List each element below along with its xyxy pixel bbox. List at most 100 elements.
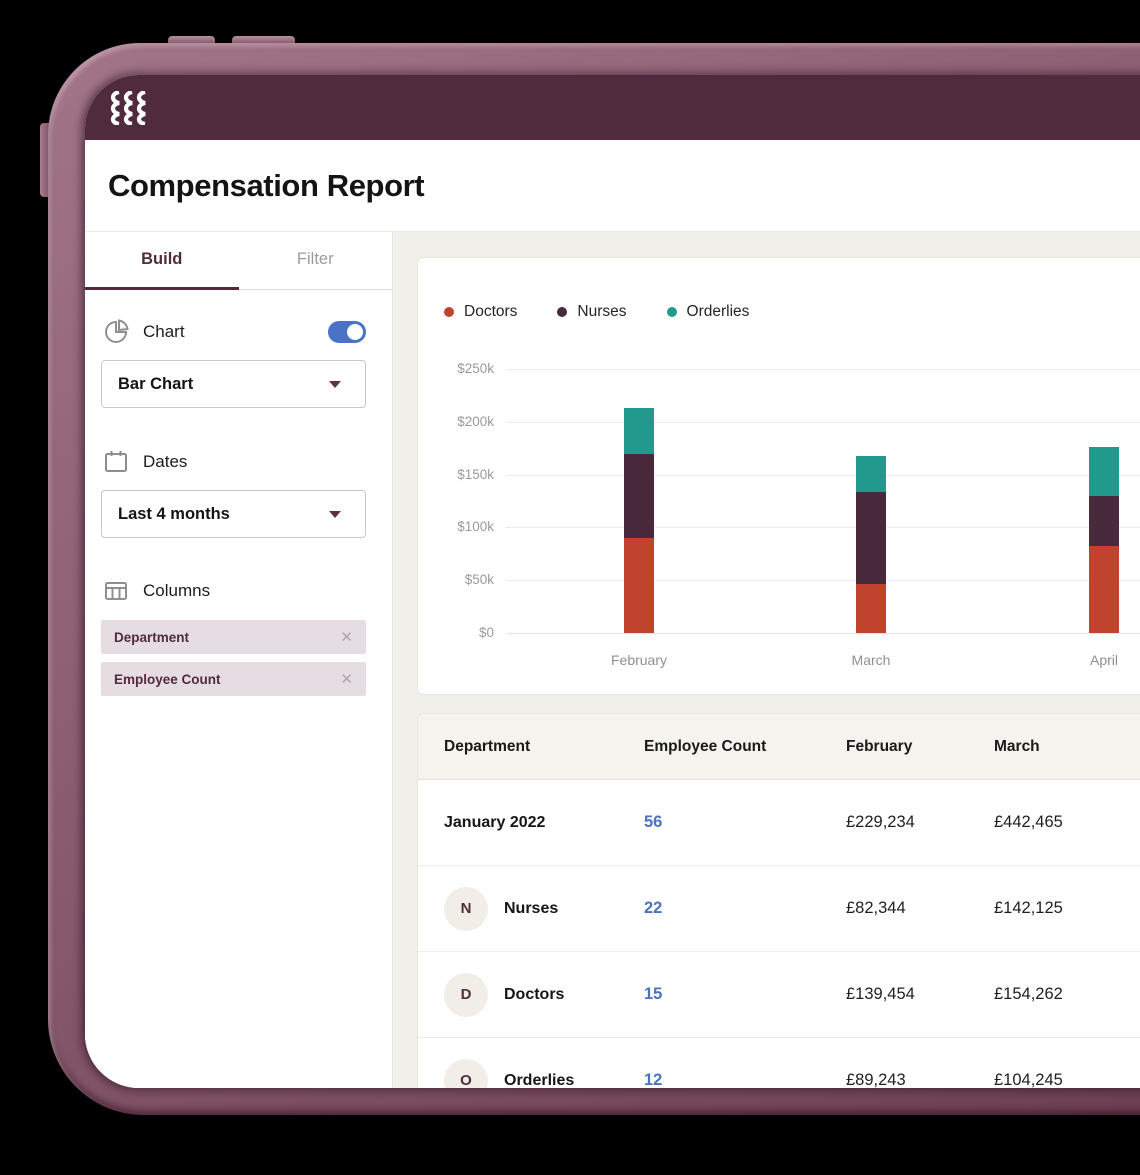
period-label: January 2022 <box>444 813 546 831</box>
columns-section-row: Columns <box>103 578 366 604</box>
x-axis-label: February <box>610 652 668 668</box>
x-axis-label: April <box>1089 652 1119 668</box>
dates-select[interactable]: Last 4 months <box>101 490 366 538</box>
march-value: £104,245 <box>994 1071 1063 1088</box>
orderlies-dot-icon <box>666 307 677 317</box>
y-axis-tick: $0 <box>478 625 494 640</box>
device-top-button-2 <box>232 36 295 45</box>
chart-section-row: Chart <box>103 319 366 345</box>
y-axis-tick: $50k <box>464 572 494 587</box>
dates-value: Last 4 months <box>118 504 230 523</box>
content: Build Filter Chart <box>85 232 1140 1088</box>
tab-build[interactable]: Build <box>85 232 239 290</box>
february-value: £139,454 <box>846 985 915 1003</box>
device-top-button-1 <box>168 36 215 45</box>
doctors-bar-segment <box>856 584 886 633</box>
bar-march <box>856 455 886 633</box>
table-header-row: Department Employee Count February March <box>418 714 1140 780</box>
report-table: Department Employee Count February March… <box>417 713 1140 1088</box>
page-title: Compensation Report <box>108 167 425 203</box>
x-axis-label: March <box>851 652 891 668</box>
main-panel: Doctors Nurses Orderlies <box>393 232 1140 1088</box>
march-value: £142,125 <box>994 899 1063 917</box>
toggle-knob <box>347 324 363 340</box>
chart-type-value: Bar Chart <box>118 374 194 393</box>
orderlies-bar-segment <box>1089 447 1119 496</box>
table-row[interactable]: D Doctors 15 £139,454 £154,262 <box>418 952 1140 1038</box>
chart-toggle[interactable] <box>328 321 366 343</box>
department-name: Orderlies <box>504 1071 575 1089</box>
columns-icon <box>105 582 127 600</box>
chart-legend: Doctors Nurses Orderlies <box>418 258 1140 322</box>
columns-section-label: Columns <box>143 581 211 600</box>
orderlies-bar-segment <box>624 408 654 454</box>
calendar-icon <box>105 451 127 472</box>
sidebar-body: Chart Bar Chart <box>85 290 392 696</box>
column-chip-department[interactable]: Department ✕ <box>101 620 366 654</box>
employee-count-link[interactable]: 56 <box>644 813 663 831</box>
remove-chip-icon[interactable]: ✕ <box>340 628 353 646</box>
bar-april <box>1089 447 1119 633</box>
y-axis-tick: $100k <box>457 519 494 534</box>
employee-count-link[interactable]: 22 <box>644 899 663 917</box>
tab-filter[interactable]: Filter <box>296 250 334 268</box>
chart-card: Doctors Nurses Orderlies <box>417 257 1140 695</box>
orderlies-bar-segment <box>856 455 886 492</box>
column-header-employee-count: Employee Count <box>644 737 767 755</box>
chart-type-select[interactable]: Bar Chart <box>101 360 366 408</box>
avatar: N <box>444 886 488 931</box>
nurses-dot-icon <box>557 307 568 317</box>
chevron-down-icon <box>329 380 341 388</box>
table-row[interactable]: January 2022 56 £229,234 £442,465 <box>418 780 1140 866</box>
department-name: Nurses <box>504 899 559 917</box>
y-axis-tick: $150k <box>457 467 494 482</box>
department-name: Doctors <box>504 985 565 1003</box>
avatar: O <box>444 1058 488 1088</box>
rippling-logo <box>110 90 146 125</box>
column-header-march: March <box>994 737 1040 755</box>
column-chip-employee-count[interactable]: Employee Count ✕ <box>101 662 366 696</box>
gridline <box>506 422 1140 423</box>
dates-section-label: Dates <box>143 452 188 471</box>
sidebar-tabs: Build Filter <box>85 232 392 290</box>
column-header-february: February <box>846 737 913 755</box>
february-value: £229,234 <box>846 813 915 831</box>
pie-chart-icon <box>105 319 129 343</box>
remove-chip-icon[interactable]: ✕ <box>340 670 353 688</box>
column-header-department: Department <box>444 737 531 755</box>
dates-section-row: Dates <box>103 449 366 475</box>
legend-item-orderlies: Orderlies <box>666 302 749 322</box>
doctors-dot-icon <box>444 307 454 317</box>
nurses-bar-segment <box>624 453 654 538</box>
app-topbar <box>85 75 1140 140</box>
tablet-frame: Compensation Report Build Filter <box>48 43 1140 1115</box>
nurses-bar-segment <box>856 491 886 585</box>
nurses-bar-segment <box>1089 495 1119 547</box>
sidebar: Build Filter Chart <box>85 232 393 1088</box>
doctors-bar-segment <box>1089 546 1119 633</box>
gridline <box>506 527 1140 528</box>
screen: Compensation Report Build Filter <box>85 75 1140 1088</box>
february-value: £89,243 <box>846 1071 906 1088</box>
chart-section-label: Chart <box>143 322 185 341</box>
legend-item-doctors: Doctors <box>444 302 517 322</box>
page-header: Compensation Report <box>85 140 1140 232</box>
employee-count-link[interactable]: 15 <box>644 985 663 1003</box>
gridline <box>506 475 1140 476</box>
table-row[interactable]: O Orderlies 12 £89,243 £104,245 <box>418 1038 1140 1088</box>
table-row[interactable]: N Nurses 22 £82,344 £142,125 <box>418 866 1140 952</box>
chevron-down-icon <box>329 510 341 518</box>
gridline <box>506 580 1140 581</box>
february-value: £82,344 <box>846 899 906 917</box>
gridline <box>506 633 1140 634</box>
march-value: £154,262 <box>994 985 1063 1003</box>
employee-count-link[interactable]: 12 <box>644 1071 663 1088</box>
y-axis-tick: $250k <box>457 361 494 376</box>
y-axis-tick: $200k <box>457 414 494 429</box>
legend-item-nurses: Nurses <box>557 302 627 322</box>
avatar: D <box>444 972 488 1017</box>
device-side-button <box>40 123 50 197</box>
march-value: £442,465 <box>994 813 1063 831</box>
bar-february <box>624 408 654 633</box>
